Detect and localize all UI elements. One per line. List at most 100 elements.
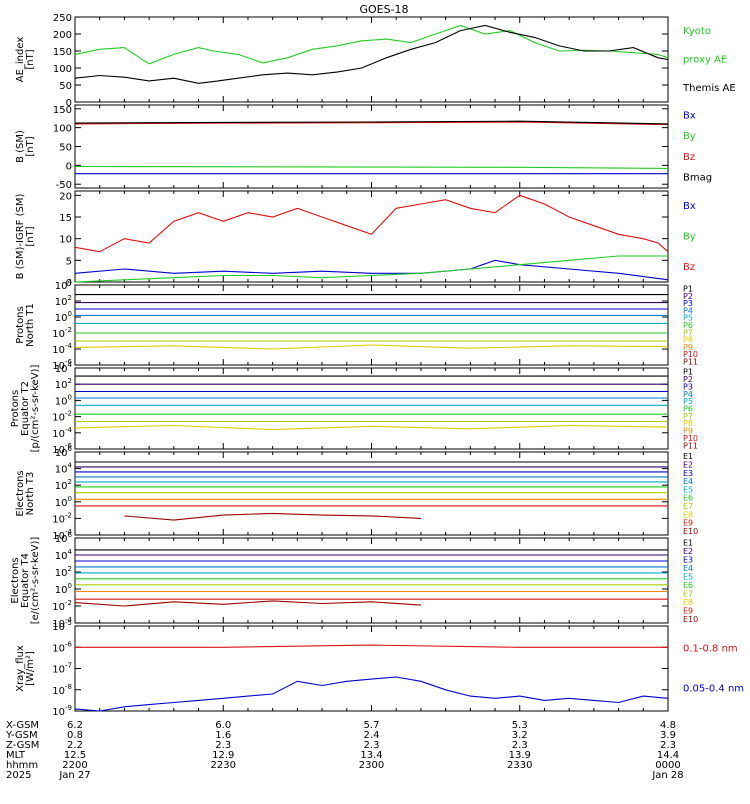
legend-label: E4 — [683, 477, 693, 486]
axis-table-row-label: 2025 — [6, 770, 31, 781]
y-tick-label: 100 — [55, 495, 72, 509]
axis-table-value: Jan 27 — [58, 770, 90, 781]
legend-label: E1 — [683, 452, 693, 461]
y-tick-label: 106 — [55, 531, 73, 545]
axis-table-value: Jan 28 — [651, 770, 683, 781]
y-tick-label: 104 — [55, 462, 73, 476]
axis-table-value: 2.2 — [67, 740, 83, 751]
legend-label: E7 — [683, 502, 693, 511]
y-tick-label: 10-5 — [52, 619, 72, 633]
plot-title: GOES-18 — [359, 3, 408, 16]
y-axis-label: [W/m²] — [25, 651, 36, 686]
y-axis-label: B (SM) — [15, 130, 26, 163]
y-tick-label: 5 — [66, 256, 72, 267]
legend-label: P9 — [683, 427, 693, 436]
series-line-by — [74, 255, 668, 283]
y-tick-label: 10-2 — [52, 410, 72, 424]
y-tick-label: 200 — [53, 30, 72, 41]
panel-frame — [74, 104, 669, 189]
panel-frame — [74, 284, 669, 366]
panel-b-minus-igrf: 20 15 10 5 0 B (SM)-IGRF (SM) [nT] Bx By Bz — [15, 190, 696, 289]
legend-label: E5 — [683, 485, 693, 494]
axis-table-value: 3.2 — [512, 730, 528, 741]
legend-label: E1 — [683, 538, 693, 547]
legend-label: 0.05-0.4 nm — [683, 684, 744, 695]
y-tick-label: 10-2 — [52, 511, 72, 525]
y-tick-label: 10-2 — [52, 326, 72, 340]
y-tick-label: 0 — [66, 278, 72, 289]
panel-frame — [74, 190, 669, 283]
legend-label: P8 — [683, 419, 693, 428]
axis-table-row-label: Y-GSM — [5, 730, 38, 741]
legend-label: E10 — [683, 527, 698, 536]
y-tick-label: 100 — [53, 124, 72, 135]
axis-table-value: 2.3 — [660, 740, 676, 751]
y-tick-label: 100 — [55, 393, 72, 407]
y-tick-label: 10-6 — [52, 640, 72, 654]
y-axis-label: B (SM)-IGRF (SM) — [15, 194, 26, 280]
y-axis-label: [p/(cm²-s-sr-keV)] — [30, 365, 41, 453]
y-tick-label: 0 — [66, 98, 72, 109]
y-axis-label: [nT] — [25, 226, 36, 246]
y-tick-label: 10-8 — [52, 683, 72, 697]
y-tick-label: 102 — [55, 478, 72, 492]
legend-label: Bz — [683, 152, 695, 163]
series-line-bx — [74, 259, 669, 281]
y-tick-label: 10 — [59, 235, 72, 246]
axis-table-value: 5.7 — [364, 720, 380, 731]
axis-table-value: 3.9 — [660, 730, 676, 741]
panel-ae-index: 250 200 150 100 50 0 AE_index [nT] Kyoto proxy AE… — [15, 13, 736, 109]
y-tick-label: 10-7 — [52, 662, 72, 676]
legend-label: E7 — [683, 589, 693, 598]
y-tick-label: 150 — [53, 105, 72, 116]
y-tick-label: 150 — [53, 47, 72, 58]
axis-table-value: 0000 — [655, 760, 680, 771]
legend-label: P9 — [683, 343, 693, 352]
legend-label: E8 — [683, 598, 693, 607]
legend-label: P11 — [683, 441, 698, 450]
series-line-bz — [74, 194, 669, 253]
legend-label: P7 — [683, 412, 693, 421]
axis-table-value: 5.3 — [512, 720, 528, 731]
panel-frame — [74, 367, 669, 450]
axis-table-row-label: MLT — [6, 750, 26, 761]
series-line-themis-ae — [74, 24, 669, 84]
legend-label: E6 — [683, 494, 693, 503]
axis-table-value: 2.3 — [364, 740, 380, 751]
legend-label: E6 — [683, 581, 693, 590]
legend-label: P5 — [683, 314, 693, 323]
legend-label: P1 — [683, 285, 693, 294]
legend-label: P8 — [683, 336, 693, 345]
legend-label: Themis AE — [682, 83, 736, 94]
legend-label: E3 — [683, 555, 693, 564]
series-line-by — [74, 165, 669, 169]
axis-table-value: 4.8 — [660, 720, 676, 731]
series-line-0-1-0-8-nm — [75, 644, 668, 648]
y-axis-label: Electrons — [15, 470, 26, 516]
legend-label: E9 — [683, 606, 693, 615]
y-tick-label: 100 — [55, 310, 72, 324]
legend-label: Bx — [683, 201, 696, 212]
y-tick-label: 20 — [59, 191, 72, 202]
axis-table-row-label: X-GSM — [6, 720, 39, 731]
legend-label: P7 — [683, 328, 693, 337]
axis-table-value: 2.4 — [364, 730, 380, 741]
panel-frame — [74, 16, 669, 103]
legend-label: P3 — [683, 299, 693, 308]
legend-label: P10 — [683, 350, 698, 359]
panel-frame — [74, 625, 669, 712]
legend-label: P4 — [683, 390, 693, 399]
legend-label: P10 — [683, 434, 698, 443]
legend-label: Bmag — [683, 173, 712, 184]
legend-label: Kyoto — [683, 26, 711, 37]
series-line-0-05-0-4-nm — [74, 676, 669, 712]
legend-label: E10 — [683, 615, 698, 624]
axis-table-value: 2300 — [359, 760, 384, 771]
axis-table-value: 0.8 — [67, 730, 83, 741]
y-axis-label: AE_index — [15, 37, 26, 83]
series-line-e10 — [74, 600, 421, 607]
